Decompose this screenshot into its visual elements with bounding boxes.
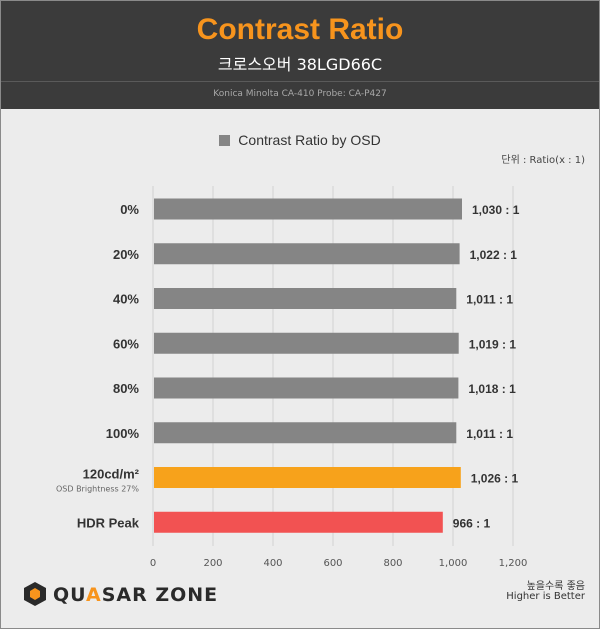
category-label: 60% (113, 336, 139, 351)
category-label: 100% (106, 426, 140, 441)
unit-note: 단위 : Ratio(x : 1) (501, 155, 585, 166)
logo-text: QUASAR ZONE (53, 584, 219, 606)
bar (154, 243, 460, 265)
category-label: 80% (113, 381, 139, 396)
x-tick-label: 1,200 (499, 558, 528, 569)
data-label: 1,018 : 1 (468, 382, 516, 396)
category-label: 40% (113, 292, 139, 307)
bar (154, 511, 443, 533)
chart-subtitle: 크로스오버 38LGD66C (217, 55, 383, 74)
footer-note-ko: 높을수록 좋음 (526, 581, 585, 592)
category-label: 20% (113, 247, 139, 262)
x-tick-label: 200 (203, 558, 222, 569)
bar (154, 467, 461, 488)
legend-label: Contrast Ratio by OSD (238, 132, 381, 148)
data-label: 1,022 : 1 (470, 248, 518, 262)
bar (154, 288, 457, 309)
category-sublabel: OSD Brightness 27% (56, 485, 139, 494)
legend-swatch (219, 135, 231, 146)
bar (154, 332, 459, 354)
legend: Contrast Ratio by OSD (1, 132, 599, 148)
quasarzone-logo: QUASAR ZONE (23, 581, 217, 607)
footer-note-en: Higher is Better (506, 591, 585, 602)
probe-note: Konica Minolta CA-410 Probe: CA-P427 (213, 89, 387, 99)
x-tick-label: 400 (263, 558, 282, 569)
category-label: 0% (120, 202, 139, 217)
category-label: 120cd/m² (83, 467, 140, 482)
category-label: HDR Peak (77, 515, 140, 530)
x-tick-label: 600 (323, 558, 342, 569)
data-label: 1,019 : 1 (469, 337, 517, 351)
data-label: 1,026 : 1 (471, 472, 519, 486)
x-tick-label: 800 (383, 558, 402, 569)
x-tick-label: 1,000 (439, 558, 468, 569)
header-divider (1, 81, 599, 82)
x-tick-label: 0 (150, 558, 156, 569)
bar (154, 377, 459, 399)
chart-title: Contrast Ratio (196, 13, 404, 46)
bar (154, 198, 462, 220)
data-label: 966 : 1 (453, 516, 491, 530)
data-label: 1,030 : 1 (472, 203, 520, 217)
bar (154, 422, 457, 444)
data-label: 1,011 : 1 (466, 427, 513, 441)
hexagon-logo-icon (24, 582, 46, 606)
data-label: 1,011 : 1 (466, 293, 513, 307)
header-bar: Contrast Ratio 크로스오버 38LGD66C Konica Min… (1, 1, 599, 109)
